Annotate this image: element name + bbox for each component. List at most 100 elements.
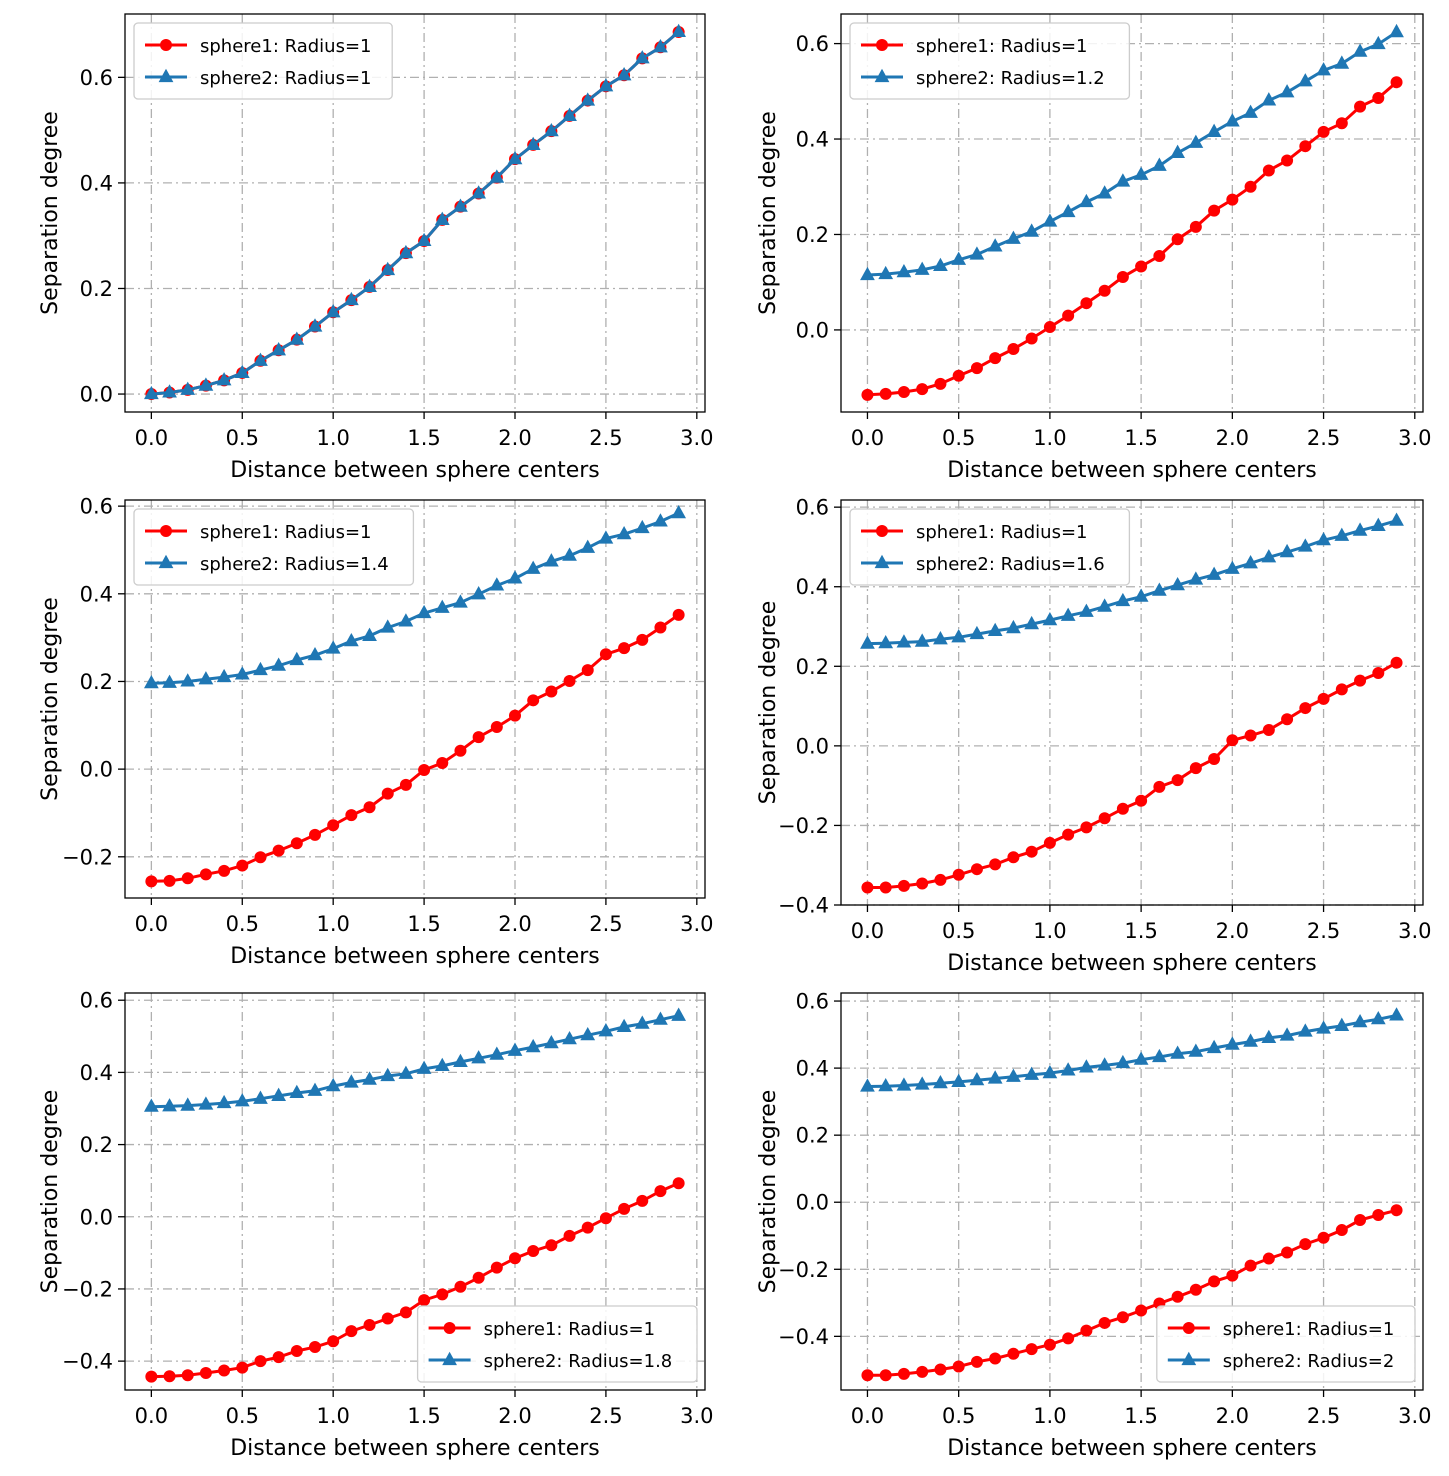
x-tick-label: 2.0	[1216, 919, 1249, 943]
sphere2-point	[180, 1097, 196, 1111]
sphere2-point	[416, 604, 432, 619]
sphere1-point	[1299, 140, 1312, 153]
sphere2-point	[489, 169, 505, 183]
sphere2-point	[1060, 203, 1076, 218]
legend-label: sphere2: Radius=1.2	[916, 68, 1105, 89]
sphere1-point	[1007, 343, 1020, 356]
sphere2-point	[489, 1046, 505, 1060]
x-tick-label: 2.5	[589, 1404, 622, 1428]
sphere1-point	[1372, 667, 1385, 680]
sphere2-point	[896, 1077, 912, 1091]
x-tick-label: 2.0	[1216, 1404, 1249, 1428]
sphere2-point	[343, 291, 359, 306]
sphere1-point	[1080, 1324, 1093, 1337]
sphere2-point	[507, 150, 523, 165]
chart-panel-4: 0.0 0.5 1.0 1.5 2.0 2.5 3.0 −0.4 −0.2 0.0 0.2 0.4 0.…	[756, 496, 1431, 976]
y-axis-label: Separation degree	[756, 601, 781, 805]
sphere1-point	[1354, 1214, 1367, 1227]
y-tick-label: −0.2	[62, 845, 113, 869]
sphere1-point	[599, 1212, 612, 1225]
chart-panel-1: 0.0 0.5 1.0 1.5 2.0 2.5 3.0 0.0 0.2 0.4 0.6 Distanc…	[38, 13, 714, 483]
sphere2-point	[1151, 157, 1167, 171]
x-tick-label: 2.5	[1307, 426, 1340, 450]
sphere2-point	[1316, 62, 1331, 76]
legend-label: sphere1: Radius=1	[200, 522, 372, 543]
y-axis-label: Separation degree	[756, 1090, 781, 1294]
sphere1-point	[1098, 284, 1111, 297]
sphere2-point	[234, 666, 250, 680]
sphere1-point	[1171, 233, 1184, 246]
sphere2-point	[380, 1067, 396, 1082]
legend-circle-marker	[443, 1322, 456, 1334]
sphere2-point	[507, 570, 523, 584]
sphere2-point	[343, 1074, 359, 1088]
sphere1-point	[1025, 332, 1038, 345]
sphere1-point	[1080, 297, 1093, 310]
sphere1-point	[1390, 656, 1403, 669]
x-tick-label: 0.0	[135, 912, 168, 936]
legend-triangle-marker	[874, 68, 890, 83]
sphere2-point	[1279, 543, 1295, 558]
axes-frame	[124, 499, 706, 899]
sphere2-point	[325, 640, 341, 654]
sphere1-point	[1025, 1343, 1038, 1356]
sphere1-point	[218, 864, 231, 877]
sphere2-point	[1170, 576, 1185, 591]
sphere1-point	[1208, 204, 1221, 217]
sphere1-point	[490, 1261, 503, 1274]
sphere2-point	[1334, 1017, 1350, 1031]
x-tick-label: 1.5	[407, 912, 440, 936]
sphere2-point	[987, 238, 1003, 252]
sphere2-point	[180, 673, 196, 687]
sphere1-point	[1262, 164, 1275, 177]
sphere1-point	[1299, 702, 1312, 715]
sphere2-point	[1279, 1027, 1295, 1041]
sphere2-point	[671, 1007, 687, 1021]
sphere2-point	[951, 251, 967, 265]
sphere2-point	[507, 1042, 523, 1056]
x-tick-label: 0.0	[135, 1404, 168, 1428]
chart-panel-2: 0.0 0.5 1.0 1.5 2.0 2.5 3.0 0.0 0.2 0.4 0.6 Distanc…	[756, 13, 1431, 483]
sphere2-point	[878, 635, 894, 649]
sphere2-point	[198, 377, 214, 391]
sphere2-point	[362, 278, 377, 292]
sphere2-point	[1224, 1036, 1240, 1050]
sphere1-point	[381, 787, 394, 800]
sphere2-point	[1188, 1043, 1204, 1057]
sphere2-point	[1097, 1057, 1113, 1071]
y-tick-label: 0.6	[796, 32, 829, 56]
x-tick-label: 1.5	[407, 1404, 440, 1428]
sphere1-point	[636, 633, 649, 646]
sphere1-point	[636, 1194, 649, 1207]
sphere2-point	[598, 1023, 614, 1037]
sphere1-point	[363, 1319, 376, 1332]
sphere2-point	[616, 525, 632, 540]
y-tick-label: 0.4	[80, 171, 113, 195]
sphere2-point	[580, 1027, 596, 1041]
sphere1-point	[897, 1367, 910, 1380]
sphere2-point	[1115, 592, 1131, 607]
sphere2-point	[969, 1071, 985, 1086]
sphere1-point	[1390, 1204, 1403, 1217]
sphere1-point	[454, 744, 467, 757]
sphere1-point	[1372, 91, 1385, 104]
axes-frame	[840, 499, 1424, 906]
series-line-1	[151, 613, 680, 883]
sphere1-point	[934, 377, 947, 390]
y-axis-label: Separation degree	[756, 111, 781, 315]
sphere1-point	[1007, 851, 1020, 864]
sphere1-point	[916, 877, 929, 890]
x-tick-label: 0.5	[942, 1404, 975, 1428]
sphere2-point	[951, 629, 967, 643]
sphere1-point	[1116, 1311, 1129, 1324]
sphere1-point	[509, 1252, 521, 1265]
sphere1-point	[970, 362, 983, 375]
sphere1-point	[916, 1365, 929, 1378]
legend: sphere1: Radius=1 sphere2: Radius=1.2	[849, 22, 1131, 100]
y-tick-label: 0.2	[80, 1133, 113, 1157]
y-tick-label: 0.4	[80, 582, 113, 606]
sphere2-point	[896, 634, 912, 648]
sphere1-point	[236, 1361, 249, 1374]
sphere2-point	[398, 613, 414, 627]
sphere1-point	[654, 621, 667, 634]
